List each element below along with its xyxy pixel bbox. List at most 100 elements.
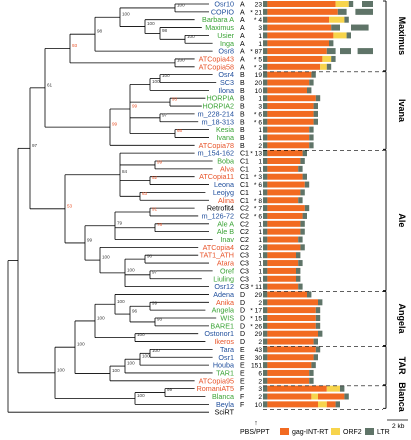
ltr-segment	[309, 377, 314, 384]
ltr-segment	[344, 393, 349, 400]
class-label: C3	[240, 261, 249, 268]
taxon-label: SciRT	[215, 408, 235, 417]
taxon-label: Ilona	[218, 86, 234, 95]
class-label: C3	[240, 268, 249, 275]
group-label: Angela	[397, 303, 407, 334]
taxon-label: m_126-72	[202, 211, 234, 220]
ltr-segment	[313, 354, 318, 361]
taxon-label: Ale A	[217, 219, 234, 228]
gag-segment	[267, 212, 303, 219]
count-label: * 5	[254, 56, 262, 63]
gag-segment	[267, 189, 301, 196]
taxon-label: Kesia	[216, 125, 234, 134]
count-label: 3	[258, 386, 262, 393]
gag-segment	[267, 362, 312, 369]
ltr-segment	[263, 338, 268, 345]
ltr-segment	[337, 8, 347, 15]
pbs-ppt-arrow-icon: ↑	[254, 420, 258, 427]
taxon-label: ATCopia78	[199, 141, 234, 150]
ltr-segment	[326, 48, 336, 55]
ltr-segment	[263, 212, 268, 219]
taxon-label: Angela	[212, 306, 234, 315]
bootstrap-value: 100	[147, 21, 155, 26]
bootstrap-value: 99	[157, 159, 163, 164]
class-label: B	[240, 88, 245, 95]
bootstrap-value: 93	[72, 43, 78, 48]
gag-segment	[267, 228, 301, 235]
gag-segment	[267, 346, 316, 353]
ltr-segment	[313, 338, 318, 345]
taxon-label: Ikeros	[214, 337, 234, 346]
ltr-segment	[326, 63, 332, 70]
ltr-segment	[263, 103, 268, 110]
ltr-segment	[362, 1, 373, 7]
bootstrap-value: 63	[142, 191, 148, 196]
class-label: A	[240, 25, 245, 32]
ltr-segment	[355, 8, 373, 15]
ltr-segment	[263, 16, 268, 23]
taxon-label: ATCopia43	[199, 54, 234, 63]
class-label: C1	[240, 190, 249, 197]
count-label: * 15	[250, 316, 262, 323]
bootstrap-value: 97	[152, 269, 158, 274]
count-label: * 21	[250, 9, 262, 16]
taxon-label: Houba	[213, 361, 234, 370]
count-label: 1	[258, 221, 262, 228]
class-label: A	[240, 41, 245, 48]
legend: ↑ PBS/PPT gag-INT-RT ORF2 LTR 2 kb	[240, 419, 408, 436]
count-label: 1	[258, 135, 262, 142]
ltr-segment	[263, 197, 268, 204]
bootstrap-value: 96	[132, 309, 138, 314]
scale-label: 2 kb	[392, 423, 405, 430]
taxon-label: COPIO	[211, 7, 235, 16]
taxon-label: Oref	[220, 266, 234, 275]
count-label: 29	[255, 331, 263, 338]
ltr-segment	[315, 346, 321, 353]
ltr-segment	[263, 330, 268, 337]
count-label: 2	[258, 300, 262, 307]
gag-segment	[267, 283, 299, 290]
phylogenetic-tree	[7, 3, 217, 413]
orf2-segment	[329, 16, 345, 23]
ltr-segment	[296, 275, 301, 282]
taxon-label: Osr12	[214, 282, 234, 291]
class-label: B	[240, 80, 245, 87]
bootstrap-value: 97	[32, 143, 38, 148]
taxon-label: Leojyg	[213, 188, 234, 197]
ltr-segment	[263, 393, 268, 400]
gag-segment	[267, 165, 299, 172]
ltr-segment	[315, 307, 321, 314]
gag-segment	[267, 63, 321, 70]
taxon-label: Beyla	[216, 400, 234, 409]
class-label: D	[240, 339, 245, 346]
ltr-segment	[263, 63, 268, 70]
group-brackets: Maximus Ivana Ale Angela TAR Blanca	[263, 0, 407, 413]
ltr-segment	[309, 79, 314, 86]
class-label: A	[240, 9, 245, 16]
class-label: B	[240, 111, 245, 118]
ltr-segment	[263, 181, 268, 188]
class-label: F	[240, 386, 244, 393]
count-label: 1	[258, 261, 262, 268]
orf2-swatch	[331, 428, 340, 435]
gag-segment	[318, 393, 345, 400]
bootstrap-value: 91	[152, 207, 158, 212]
taxon-label: Tara	[220, 345, 234, 354]
group-label: Ivana	[397, 99, 407, 123]
ltr-segment	[307, 291, 312, 298]
gag-segment	[267, 181, 305, 188]
ltr-segment	[263, 134, 268, 141]
taxon-label: Osr1	[218, 353, 234, 362]
bootstrap-value: 100	[162, 73, 170, 78]
gag-segment	[267, 322, 316, 329]
gag-segment	[267, 79, 310, 86]
bootstrap-value: 99	[152, 301, 158, 306]
bootstrap-value: 97	[162, 112, 168, 117]
taxon-label: Adena	[213, 290, 234, 299]
gag-segment	[267, 126, 310, 133]
class-label: C2	[240, 237, 249, 244]
gag-segment	[267, 118, 314, 125]
orf2-segment	[311, 393, 318, 400]
